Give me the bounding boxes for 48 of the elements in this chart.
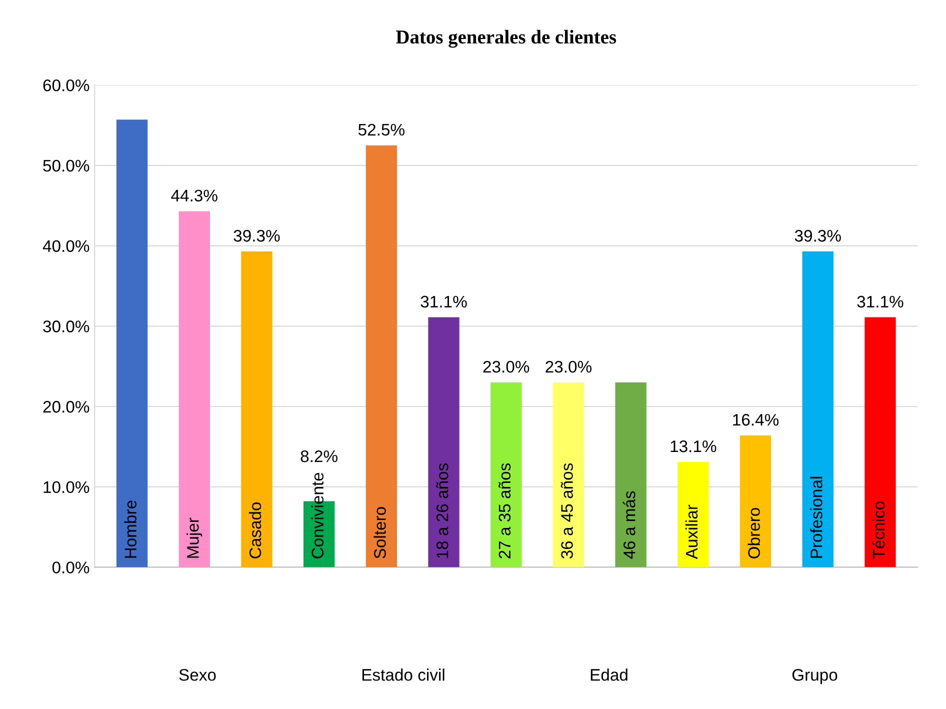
bar xyxy=(552,382,584,568)
bar xyxy=(241,251,272,568)
text: Grupo xyxy=(792,669,838,684)
bar xyxy=(366,145,397,568)
x-tick-label: 18 a 26 años xyxy=(436,463,448,558)
x-tick-label: Hombre xyxy=(124,500,136,558)
data-label: 16.4% xyxy=(733,414,779,426)
x-tick-label: Conviviente xyxy=(311,472,324,558)
data-label: 8.2% xyxy=(300,450,338,462)
y-tick-label: 0.0% xyxy=(52,562,90,574)
bar xyxy=(864,317,896,568)
x-tick-label: Técnico xyxy=(872,502,885,559)
bar xyxy=(178,211,210,568)
data-label: 23.0% xyxy=(483,360,530,373)
x-tick-label: 46 a más xyxy=(622,491,636,559)
y-tick-label: 10.0% xyxy=(44,481,90,494)
data-label: 39.3% xyxy=(234,230,280,242)
chart-title: Datos generales de clientes xyxy=(396,30,616,48)
bar xyxy=(116,120,148,568)
bar xyxy=(428,317,460,568)
x-tick-label: Soltero xyxy=(374,507,386,558)
bar xyxy=(802,251,834,568)
x-tick-label: Obrero xyxy=(748,508,760,558)
x-tick-label: Auxiliar xyxy=(685,504,698,560)
data-label: 31.1% xyxy=(420,296,467,308)
text: Sexo xyxy=(179,669,216,681)
bar xyxy=(678,462,709,568)
data-label: 23.0% xyxy=(546,360,592,373)
y-tick-label: 60.0% xyxy=(43,79,90,92)
x-tick-label: Mujer xyxy=(186,518,202,558)
data-label: 13.1% xyxy=(670,440,716,452)
bar xyxy=(740,435,772,568)
x-tick-label: Profesional xyxy=(810,476,822,558)
data-label: 39.3% xyxy=(794,230,841,242)
text: Estado civil xyxy=(362,668,444,681)
data-label: 44.3% xyxy=(171,190,218,202)
x-tick-label: 27 a 35 años xyxy=(498,463,511,558)
y-tick-label: 20.0% xyxy=(43,400,90,413)
data-label: 52.5% xyxy=(358,124,404,136)
bar xyxy=(490,382,522,568)
y-tick-label: 30.0% xyxy=(43,320,90,332)
text: Edad xyxy=(590,668,628,681)
x-tick-label: Casado xyxy=(248,502,262,558)
y-tick-label: 50.0% xyxy=(43,160,90,172)
bar xyxy=(615,382,646,568)
x-tick-label: 36 a 45 años xyxy=(560,463,573,559)
y-tick-label: 40.0% xyxy=(42,240,90,252)
data-label: 31.1% xyxy=(857,296,904,308)
